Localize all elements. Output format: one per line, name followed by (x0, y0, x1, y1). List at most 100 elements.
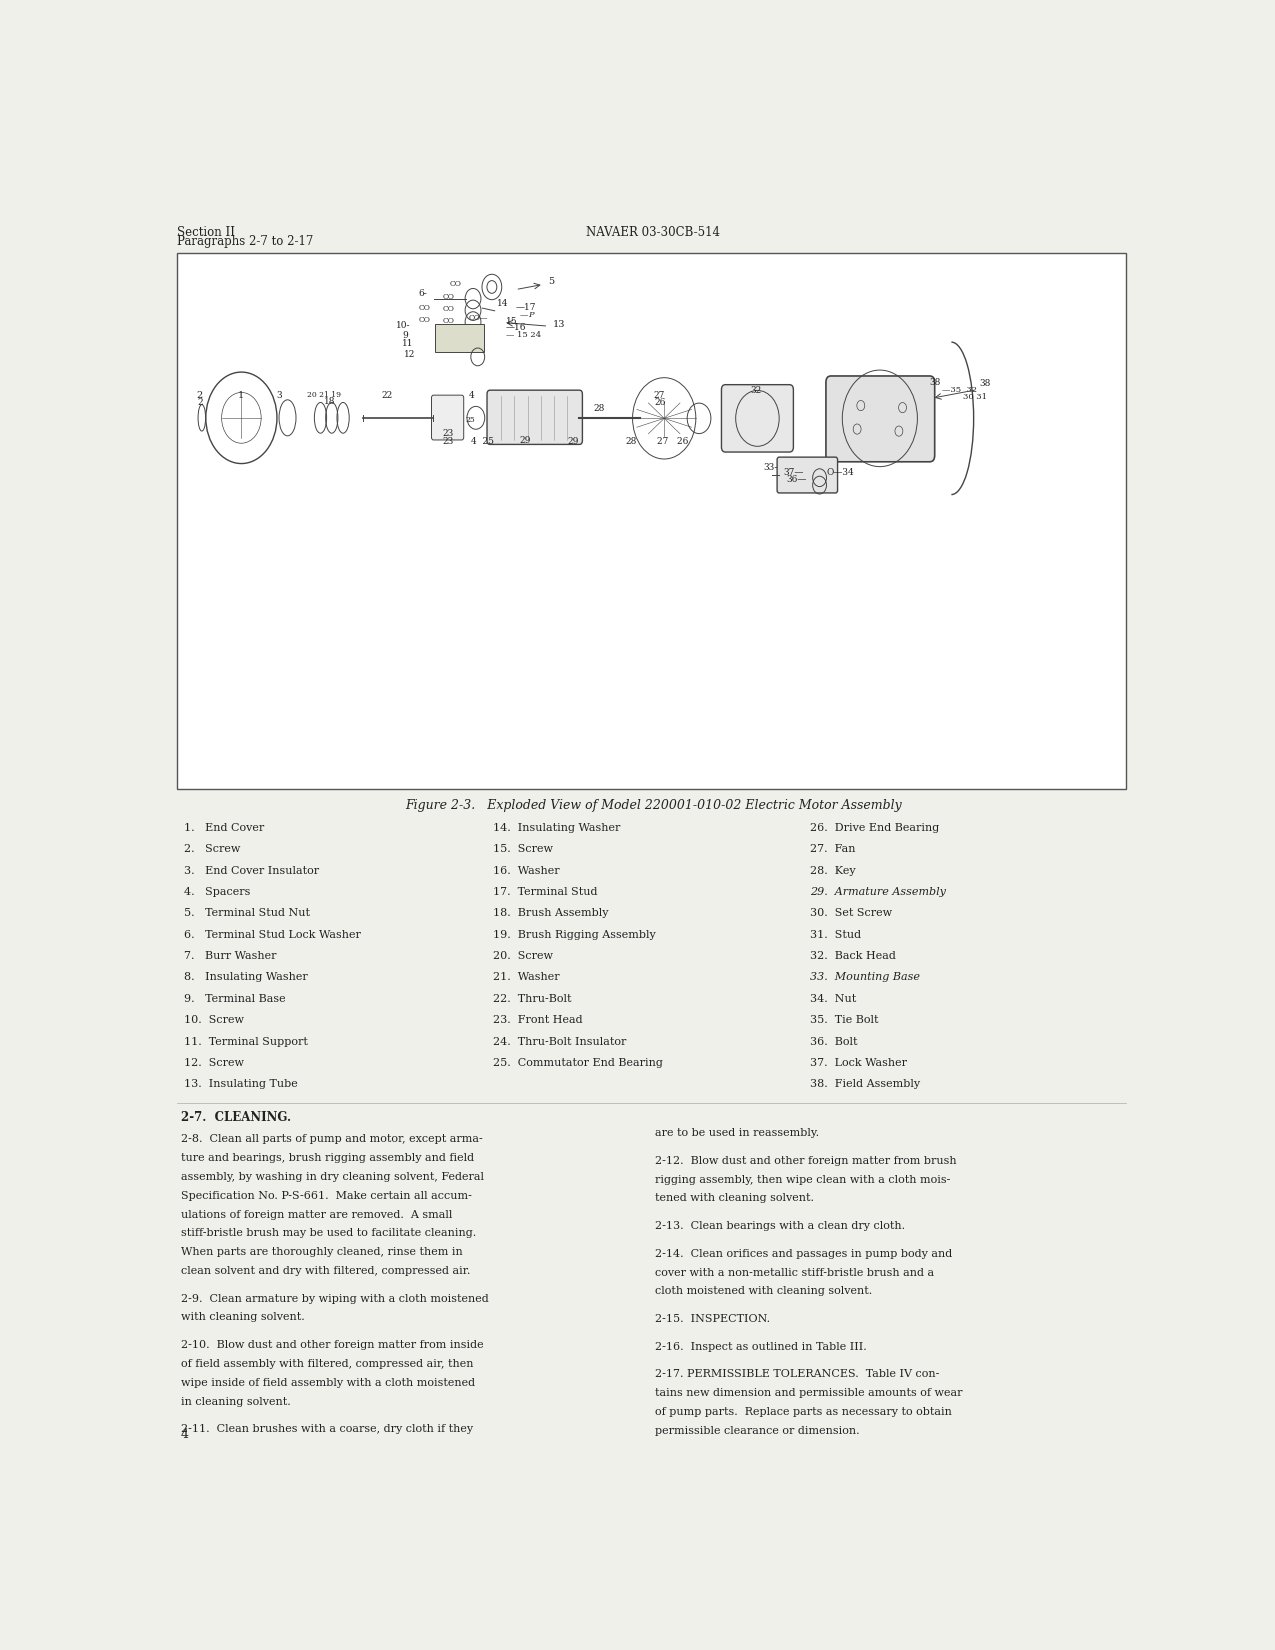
Text: 13: 13 (553, 320, 566, 328)
Text: 32: 32 (750, 386, 761, 394)
Text: 28.  Key: 28. Key (810, 866, 856, 876)
Text: 17.  Terminal Stud: 17. Terminal Stud (493, 888, 598, 898)
Text: 33-: 33- (762, 464, 778, 472)
Text: 11: 11 (403, 340, 414, 348)
Text: 38: 38 (979, 378, 991, 388)
Text: 2.   Screw: 2. Screw (184, 845, 241, 855)
Text: Section II: Section II (177, 226, 235, 239)
Text: 34.  Nut: 34. Nut (810, 993, 856, 1003)
Text: 4: 4 (468, 391, 474, 401)
Text: CO: CO (418, 304, 430, 312)
Text: 7.   Burr Washer: 7. Burr Washer (184, 950, 277, 962)
Text: —17: —17 (515, 304, 536, 312)
Text: 32.  Back Head: 32. Back Head (810, 950, 895, 962)
Text: 3: 3 (277, 391, 282, 401)
Text: 1: 1 (238, 391, 245, 401)
Text: CO: CO (442, 305, 455, 314)
Text: 27.  Fan: 27. Fan (810, 845, 856, 855)
Text: 3.   End Cover Insulator: 3. End Cover Insulator (184, 866, 319, 876)
Text: 10-: 10- (395, 322, 411, 330)
Text: 23: 23 (442, 437, 453, 446)
Text: 26: 26 (655, 398, 666, 406)
Text: 6.   Terminal Stud Lock Washer: 6. Terminal Stud Lock Washer (184, 931, 361, 940)
Text: 8.   Insulating Washer: 8. Insulating Washer (184, 972, 307, 982)
Text: NAVAER 03-30CB-514: NAVAER 03-30CB-514 (586, 226, 720, 239)
Text: tened with cleaning solvent.: tened with cleaning solvent. (655, 1193, 815, 1203)
Text: 12.  Screw: 12. Screw (184, 1058, 244, 1068)
Bar (177, 252, 1126, 789)
Text: 28: 28 (594, 404, 604, 414)
Text: 22.  Thru-Bolt: 22. Thru-Bolt (493, 993, 572, 1003)
FancyBboxPatch shape (487, 389, 583, 444)
Text: 2-9.  Clean armature by wiping with a cloth moistened: 2-9. Clean armature by wiping with a clo… (181, 1294, 488, 1304)
Text: 31.  Stud: 31. Stud (810, 931, 861, 940)
Text: CO: CO (418, 315, 430, 323)
Text: wipe inside of field assembly with a cloth moistened: wipe inside of field assembly with a clo… (181, 1378, 476, 1388)
Text: 18: 18 (324, 396, 335, 406)
Text: 2-17. PERMISSIBLE TOLERANCES.  Table IV con-: 2-17. PERMISSIBLE TOLERANCES. Table IV c… (655, 1370, 940, 1379)
Text: 36—: 36— (787, 475, 807, 483)
Text: 25: 25 (465, 416, 476, 424)
Text: cover with a non-metallic stiff-bristle brush and a: cover with a non-metallic stiff-bristle … (655, 1267, 935, 1277)
Text: 12: 12 (404, 350, 416, 360)
Text: —: — (520, 312, 529, 320)
Text: 14.  Insulating Washer: 14. Insulating Washer (493, 823, 621, 833)
Text: 22: 22 (381, 391, 393, 401)
Text: 2-13.  Clean bearings with a clean dry cloth.: 2-13. Clean bearings with a clean dry cl… (655, 1221, 905, 1231)
Text: 24.  Thru-Bolt Insulator: 24. Thru-Bolt Insulator (493, 1036, 627, 1046)
Text: 2-11.  Clean brushes with a coarse, dry cloth if they: 2-11. Clean brushes with a coarse, dry c… (181, 1424, 473, 1434)
Text: 38.  Field Assembly: 38. Field Assembly (810, 1079, 919, 1089)
Text: CO: CO (442, 317, 455, 325)
Text: 2-14.  Clean orifices and passages in pump body and: 2-14. Clean orifices and passages in pum… (655, 1249, 952, 1259)
Text: with cleaning solvent.: with cleaning solvent. (181, 1312, 305, 1323)
Text: ture and bearings, brush rigging assembly and field: ture and bearings, brush rigging assembl… (181, 1153, 474, 1163)
Text: P: P (528, 310, 533, 318)
Text: of pump parts.  Replace parts as necessary to obtain: of pump parts. Replace parts as necessar… (655, 1407, 952, 1417)
Text: tains new dimension and permissible amounts of wear: tains new dimension and permissible amou… (655, 1388, 963, 1398)
Text: 29: 29 (519, 436, 530, 446)
Text: 28: 28 (626, 437, 638, 446)
Text: permissible clearance or dimension.: permissible clearance or dimension. (655, 1426, 861, 1436)
Text: cloth moistened with cleaning solvent.: cloth moistened with cleaning solvent. (655, 1287, 872, 1297)
Text: 4  25: 4 25 (472, 437, 495, 446)
Text: CO: CO (450, 280, 462, 287)
Text: 23: 23 (442, 429, 453, 439)
Text: 20 21 19: 20 21 19 (307, 391, 342, 399)
Text: 2-16.  Inspect as outlined in Table III.: 2-16. Inspect as outlined in Table III. (655, 1341, 867, 1351)
Text: 33.  Mounting Base: 33. Mounting Base (810, 972, 919, 982)
Text: 15.  Screw: 15. Screw (493, 845, 553, 855)
Text: 10.  Screw: 10. Screw (184, 1015, 244, 1025)
Text: 2: 2 (198, 398, 203, 406)
Bar (435, 323, 484, 351)
Text: Specification No. P-S-661.  Make certain all accum-: Specification No. P-S-661. Make certain … (181, 1191, 472, 1201)
Text: —35  32: —35 32 (942, 386, 977, 394)
Text: 2: 2 (196, 391, 203, 401)
Text: 26.  Drive End Bearing: 26. Drive End Bearing (810, 823, 938, 833)
Text: rigging assembly, then wipe clean with a cloth mois-: rigging assembly, then wipe clean with a… (655, 1175, 951, 1185)
Text: 25.  Commutator End Bearing: 25. Commutator End Bearing (493, 1058, 663, 1068)
Text: 9.   Terminal Base: 9. Terminal Base (184, 993, 286, 1003)
Text: 2-8.  Clean all parts of pump and motor, except arma-: 2-8. Clean all parts of pump and motor, … (181, 1134, 483, 1145)
Text: 2-7.  CLEANING.: 2-7. CLEANING. (181, 1112, 291, 1125)
Text: CO—: CO— (468, 314, 488, 322)
Text: 2-15.  INSPECTION.: 2-15. INSPECTION. (655, 1313, 770, 1323)
FancyBboxPatch shape (722, 384, 793, 452)
Text: 16.  Washer: 16. Washer (493, 866, 560, 876)
Text: 9: 9 (403, 330, 408, 340)
Text: 15: 15 (506, 317, 518, 327)
FancyBboxPatch shape (431, 394, 464, 441)
Text: clean solvent and dry with filtered, compressed air.: clean solvent and dry with filtered, com… (181, 1266, 470, 1275)
Text: 27: 27 (654, 391, 666, 401)
Text: 29: 29 (567, 437, 579, 446)
Text: 18.  Brush Assembly: 18. Brush Assembly (493, 909, 609, 919)
Text: —16: —16 (506, 323, 527, 332)
Text: 37—: 37— (784, 467, 805, 477)
Text: CO: CO (442, 294, 455, 302)
Text: 1.   End Cover: 1. End Cover (184, 823, 264, 833)
Text: 6-: 6- (418, 289, 427, 299)
Text: Paragraphs 2-7 to 2-17: Paragraphs 2-7 to 2-17 (177, 234, 314, 248)
Text: 27   26: 27 26 (657, 437, 688, 446)
Text: O—34: O—34 (826, 467, 854, 477)
Text: — 15 24: — 15 24 (506, 332, 541, 340)
Text: stiff-bristle brush may be used to facilitate cleaning.: stiff-bristle brush may be used to facil… (181, 1228, 477, 1239)
